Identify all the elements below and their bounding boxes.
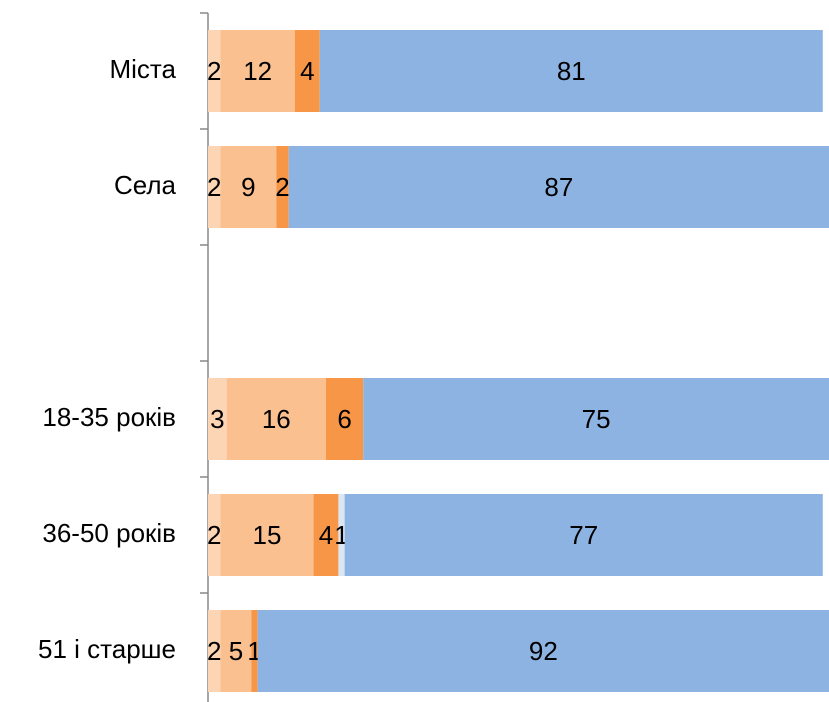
bar-segment (319, 30, 823, 112)
bar-segment (208, 146, 221, 228)
bar-segment (313, 494, 339, 576)
bar-segment (208, 610, 221, 692)
bar-segment (220, 30, 295, 112)
value-label: 9 (241, 172, 255, 202)
value-label: 2 (207, 520, 221, 550)
value-label: 3 (210, 404, 224, 434)
bar-segment (220, 610, 252, 692)
value-label: 4 (300, 56, 314, 86)
bar-segment (220, 494, 314, 576)
category-label: 51 і старше (38, 634, 176, 664)
value-label: 16 (262, 404, 291, 434)
value-label: 75 (582, 404, 611, 434)
value-label: 2 (207, 172, 221, 202)
value-label: 6 (337, 404, 351, 434)
bar-segment (325, 378, 364, 460)
bar-segment (294, 30, 320, 112)
value-label: 2 (275, 172, 289, 202)
bar-segment (220, 146, 277, 228)
category-label: 18-35 років (42, 402, 176, 432)
bar-segment (288, 146, 829, 228)
value-label: 81 (557, 56, 586, 86)
bar-segment (276, 146, 289, 228)
category-label: 36-50 років (42, 518, 176, 548)
bar-segment (338, 494, 345, 576)
value-label: 87 (544, 172, 573, 202)
bar-segment (208, 378, 227, 460)
bar-segment (208, 494, 221, 576)
bar-segment (344, 494, 823, 576)
value-label: 77 (569, 520, 598, 550)
bar-segment (226, 378, 326, 460)
bar-segment (363, 378, 829, 460)
value-label: 2 (207, 636, 221, 666)
value-label: 15 (253, 520, 282, 550)
category-label: Села (114, 170, 177, 200)
bar-segment (257, 610, 829, 692)
value-label: 2 (207, 56, 221, 86)
value-label: 5 (229, 636, 243, 666)
value-label: 92 (529, 636, 558, 666)
bar-segment (208, 30, 221, 112)
value-label: 12 (243, 56, 272, 86)
bar-segment (251, 610, 258, 692)
value-label: 4 (319, 520, 333, 550)
category-label: Міста (109, 54, 176, 84)
